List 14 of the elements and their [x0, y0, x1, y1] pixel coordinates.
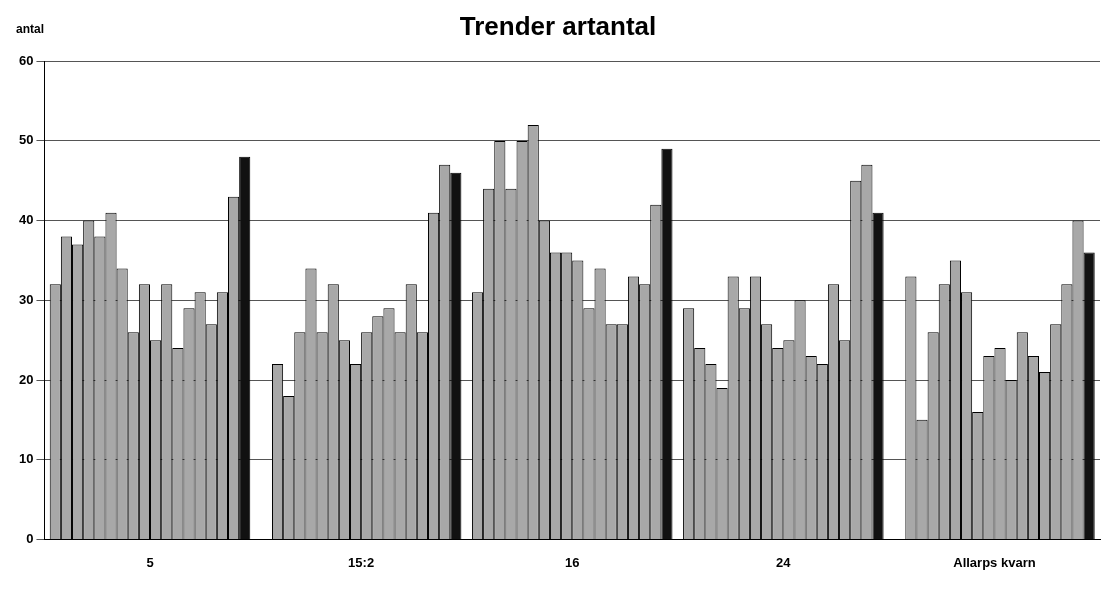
y-tick-label: 40: [18, 212, 34, 228]
y-tick-label: 0: [26, 530, 34, 546]
y-tick-label: 20: [18, 371, 34, 387]
chart-title: Trender artantal: [459, 10, 657, 41]
x-tick-label: 24: [776, 554, 792, 570]
x-tick-label: Allarps kvarn: [953, 554, 1036, 570]
y-tick-label: 10: [18, 451, 34, 467]
x-tick-label: 5: [146, 554, 154, 570]
y-axis-title: antal: [16, 22, 45, 37]
x-tick-label: 15:2: [348, 554, 375, 570]
x-tick-label: 16: [565, 554, 580, 570]
y-tick-label: 60: [18, 52, 34, 68]
y-tick-label: 30: [18, 291, 34, 307]
y-tick-label: 50: [18, 132, 34, 148]
